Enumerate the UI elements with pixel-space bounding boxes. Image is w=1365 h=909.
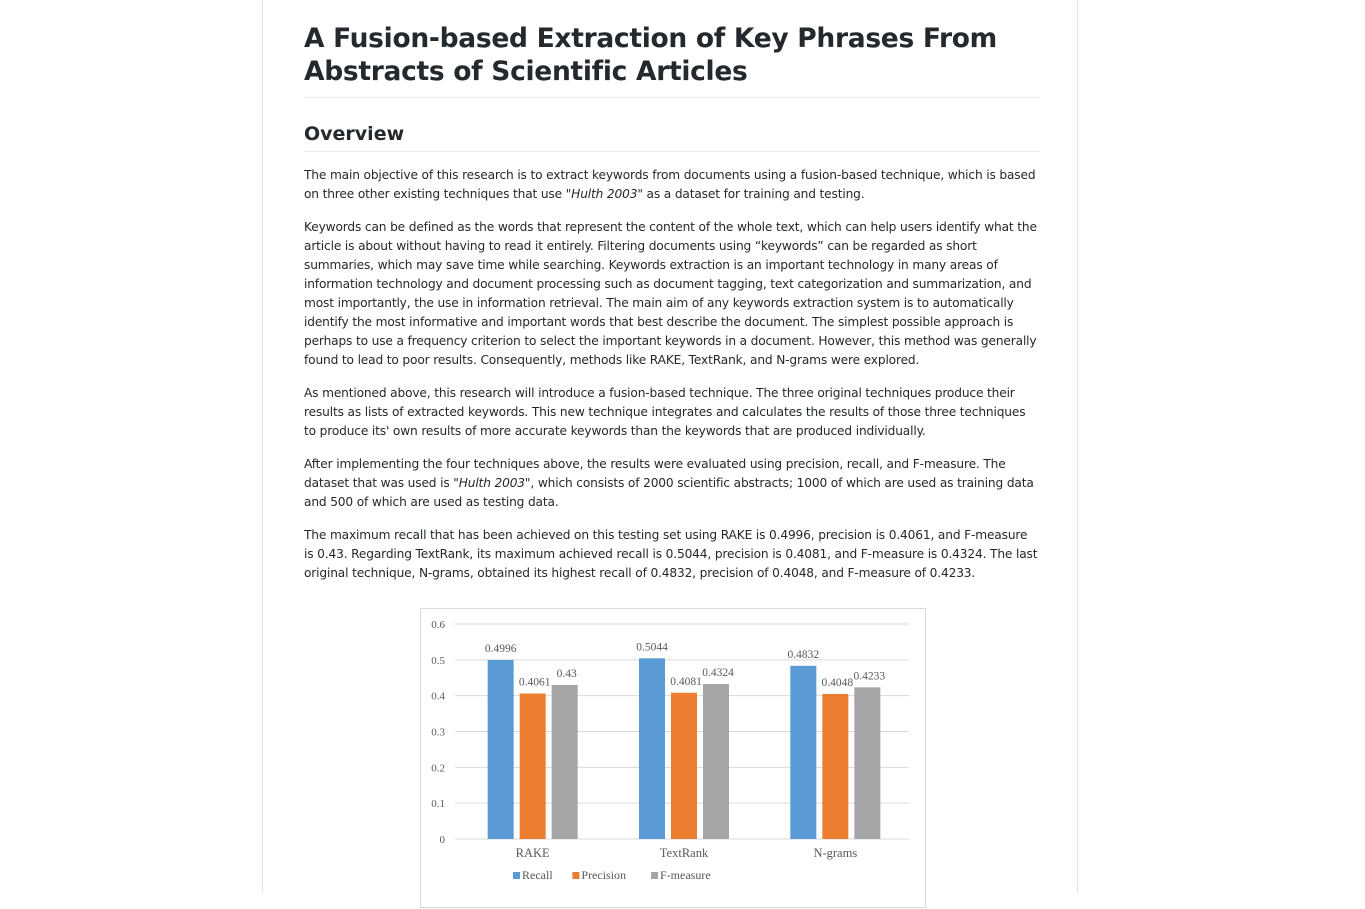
dataset-name: "Hulth 2003" — [565, 187, 643, 201]
data-label: 0.5044 — [636, 641, 668, 653]
legend-swatch-precision — [572, 872, 580, 879]
y-tick-label: 0.1 — [431, 798, 445, 810]
data-label: 0.4081 — [670, 676, 702, 688]
bar-recall-rake — [487, 659, 514, 839]
paragraph-results: The maximum recall that has been achieve… — [304, 528, 1038, 580]
results-chart-image: 0 0.1 0.2 0.3 0.4 0.5 0.6 0.4996 0.4061 0.43 RAKE 0… — [420, 608, 926, 908]
data-label: 0.4324 — [702, 667, 734, 679]
bar-precision-rake — [519, 693, 546, 839]
data-label: 0.4048 — [822, 677, 854, 689]
bar-f-measure-n-grams — [854, 687, 881, 839]
y-tick-label: 0.6 — [431, 619, 445, 631]
data-label: 0.4061 — [519, 676, 551, 688]
x-category-label: RAKE — [516, 846, 550, 860]
paragraph-keywords-definition: Keywords can be defined as the words tha… — [304, 220, 1037, 367]
article-content: A Fusion-based Extraction of Key Phrases… — [304, 0, 1040, 583]
bar-f-measure-textrank — [703, 684, 729, 839]
paragraph-fusion-technique: As mentioned above, this research will i… — [304, 386, 1026, 438]
paragraph-text: The main objective of this research is t… — [304, 168, 1036, 201]
bar-recall-textrank — [639, 658, 665, 839]
y-tick-label: 0.3 — [431, 727, 445, 739]
x-category-label: N-grams — [813, 846, 857, 860]
data-label: 0.4233 — [854, 670, 886, 682]
bar-precision-textrank — [671, 692, 697, 839]
data-label: 0.4996 — [485, 643, 517, 655]
data-label: 0.4832 — [788, 649, 820, 661]
bar-f-measure-rake — [551, 684, 578, 839]
legend-swatch-f-measure — [651, 872, 658, 879]
y-tick-label: 0 — [440, 834, 446, 846]
paragraph-text: , which consists of 2000 scientific abst… — [304, 476, 1034, 509]
paragraph-objective: The main objective of this research is t… — [304, 166, 1040, 204]
legend-label-f-measure: F-measure — [660, 868, 711, 882]
paragraph-text: as a dataset for training and testing. — [642, 187, 865, 201]
data-label: 0.43 — [557, 668, 577, 680]
section-heading-overview: Overview — [304, 122, 1040, 152]
dataset-name: "Hulth 2003" — [453, 476, 531, 490]
legend-swatch-recall — [513, 872, 520, 879]
legend-label-precision: Precision — [581, 868, 626, 882]
paragraph-evaluation: After implementing the four techniques a… — [304, 455, 1040, 512]
bar-recall-n-grams — [790, 665, 817, 839]
legend-label-recall: Recall — [522, 868, 553, 882]
bar-precision-n-grams — [822, 693, 849, 839]
y-tick-label: 0.2 — [431, 762, 445, 774]
y-tick-label: 0.5 — [431, 655, 445, 667]
y-tick-label: 0.4 — [431, 691, 445, 703]
x-category-label: TextRank — [660, 846, 709, 860]
paragraph-text: After implementing the four techniques a… — [304, 457, 1006, 490]
page-title: A Fusion-based Extraction of Key Phrases… — [304, 22, 1040, 98]
results-bar-chart: 0 0.1 0.2 0.3 0.4 0.5 0.6 0.4996 0.4061 0.43 RAKE 0… — [431, 619, 909, 882]
